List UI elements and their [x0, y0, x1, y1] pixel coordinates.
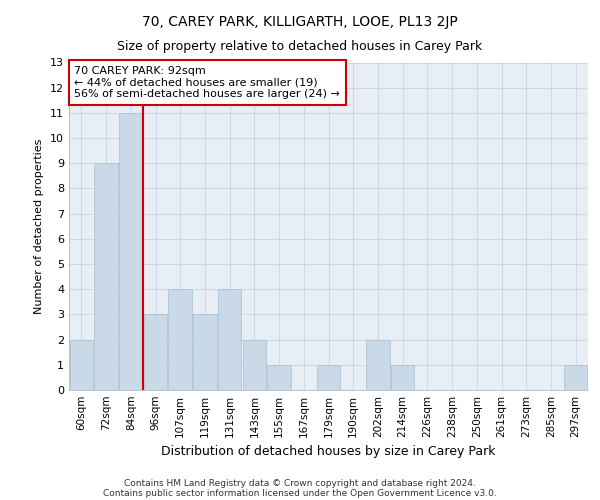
Text: 70 CAREY PARK: 92sqm
← 44% of detached houses are smaller (19)
56% of semi-detac: 70 CAREY PARK: 92sqm ← 44% of detached h… [74, 66, 340, 99]
Bar [317, 365, 340, 390]
Text: Size of property relative to detached houses in Carey Park: Size of property relative to detached ho… [118, 40, 482, 53]
X-axis label: Distribution of detached houses by size in Carey Park: Distribution of detached houses by size … [161, 446, 496, 458]
Text: Contains HM Land Registry data © Crown copyright and database right 2024.: Contains HM Land Registry data © Crown c… [124, 478, 476, 488]
Bar [564, 365, 587, 390]
Text: Contains public sector information licensed under the Open Government Licence v3: Contains public sector information licen… [103, 488, 497, 498]
Bar [242, 340, 266, 390]
Bar [70, 340, 93, 390]
Bar [391, 365, 415, 390]
Bar [144, 314, 167, 390]
Text: 70, CAREY PARK, KILLIGARTH, LOOE, PL13 2JP: 70, CAREY PARK, KILLIGARTH, LOOE, PL13 2… [142, 15, 458, 29]
Bar [169, 289, 192, 390]
Bar [268, 365, 291, 390]
Bar [94, 164, 118, 390]
Bar [366, 340, 389, 390]
Bar [119, 113, 143, 390]
Y-axis label: Number of detached properties: Number of detached properties [34, 138, 44, 314]
Bar [218, 289, 241, 390]
Bar [193, 314, 217, 390]
